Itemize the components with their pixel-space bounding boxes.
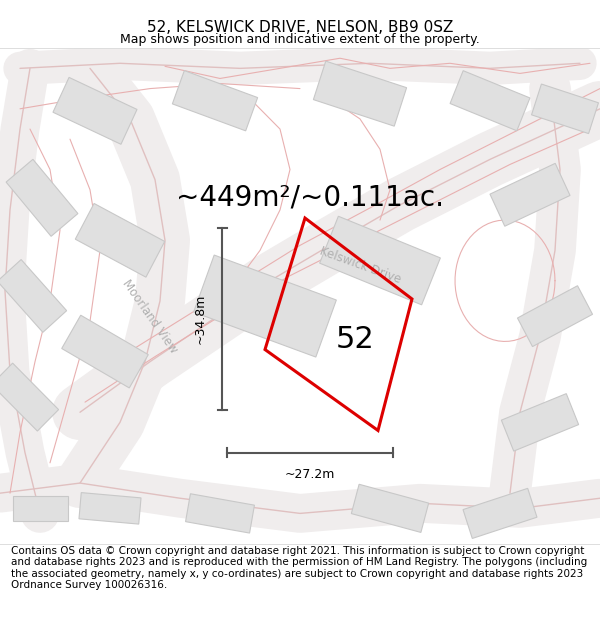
Polygon shape — [0, 363, 59, 431]
Text: 52, KELSWICK DRIVE, NELSON, BB9 0SZ: 52, KELSWICK DRIVE, NELSON, BB9 0SZ — [147, 20, 453, 35]
Polygon shape — [313, 61, 407, 126]
Text: 52: 52 — [335, 325, 374, 354]
Polygon shape — [352, 484, 428, 532]
Polygon shape — [53, 78, 137, 144]
Polygon shape — [75, 204, 165, 277]
Text: ~449m²/~0.111ac.: ~449m²/~0.111ac. — [176, 184, 444, 212]
Text: ~34.8m: ~34.8m — [193, 294, 206, 344]
Polygon shape — [490, 163, 570, 226]
Text: Kelswick Drive: Kelswick Drive — [317, 245, 403, 286]
Polygon shape — [532, 84, 598, 134]
Polygon shape — [62, 315, 148, 388]
Polygon shape — [194, 255, 337, 357]
Polygon shape — [79, 492, 141, 524]
Polygon shape — [185, 494, 254, 533]
Polygon shape — [172, 71, 257, 131]
Text: Contains OS data © Crown copyright and database right 2021. This information is : Contains OS data © Crown copyright and d… — [11, 546, 587, 591]
Polygon shape — [0, 259, 67, 332]
Polygon shape — [450, 71, 530, 131]
Polygon shape — [13, 496, 67, 521]
Polygon shape — [463, 488, 537, 539]
Polygon shape — [6, 159, 78, 236]
Polygon shape — [502, 394, 578, 451]
Text: Map shows position and indicative extent of the property.: Map shows position and indicative extent… — [120, 33, 480, 46]
Text: Moorland View: Moorland View — [120, 277, 180, 356]
Polygon shape — [517, 286, 593, 347]
Polygon shape — [320, 216, 440, 305]
Text: ~27.2m: ~27.2m — [285, 469, 335, 481]
